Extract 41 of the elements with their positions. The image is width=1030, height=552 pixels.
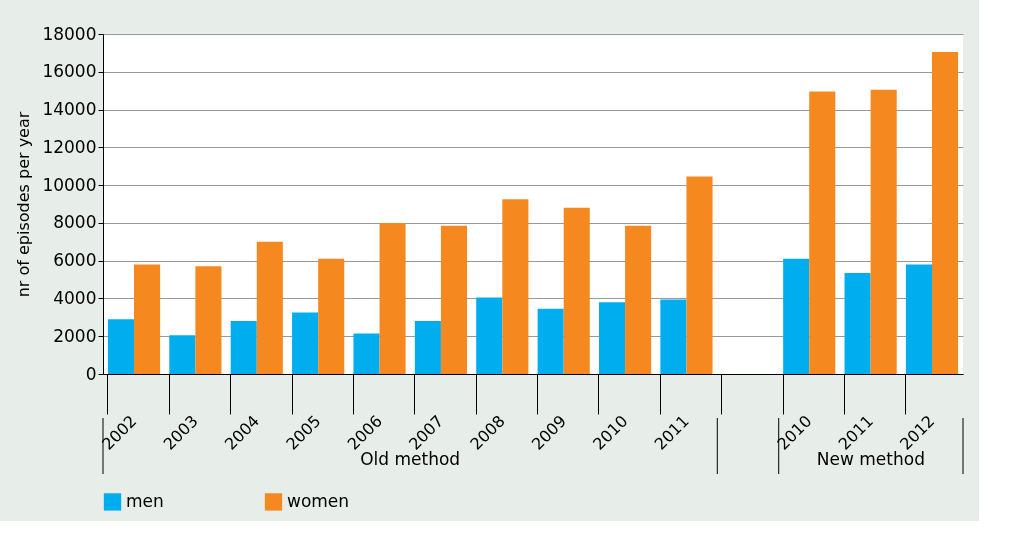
y-tick-label: 16000 (42, 61, 97, 82)
bar (195, 266, 222, 374)
bar (686, 176, 713, 374)
y-tick-label: 0 (85, 363, 97, 384)
text: New method (816, 449, 925, 469)
bar (870, 89, 897, 374)
y-tick-label: 8000 (53, 212, 97, 233)
bar (414, 321, 441, 374)
bar (905, 264, 932, 374)
bar (230, 321, 257, 374)
y-tick-label: 6000 (53, 250, 97, 271)
bar (107, 319, 134, 374)
bar (256, 241, 283, 374)
bar (476, 297, 503, 374)
text: Old method (360, 449, 461, 469)
legend-label: men (126, 490, 164, 511)
y-tick-label: 12000 (42, 136, 97, 157)
y-tick-label: 2000 (53, 325, 97, 346)
bar (844, 272, 871, 374)
y-tick-label: 14000 (42, 99, 97, 120)
bar (783, 258, 810, 374)
bar (318, 258, 345, 374)
bar (660, 299, 687, 374)
bar (625, 225, 652, 374)
bar (537, 308, 564, 374)
bar (563, 207, 590, 374)
legend-label: women (287, 490, 350, 511)
bar (353, 333, 380, 374)
y-axis-title: nr of episodes per year (14, 111, 34, 298)
y-tick-label: 18000 (42, 23, 97, 44)
bar (292, 312, 319, 374)
bar (440, 225, 468, 374)
bar (932, 51, 959, 374)
bar (502, 199, 529, 374)
y-tick-label: 4000 (53, 287, 97, 308)
bar (169, 335, 196, 374)
bar (598, 302, 626, 374)
bar (134, 264, 161, 374)
bar (809, 91, 836, 374)
bar (379, 222, 406, 374)
y-tick-label: 10000 (42, 174, 97, 195)
